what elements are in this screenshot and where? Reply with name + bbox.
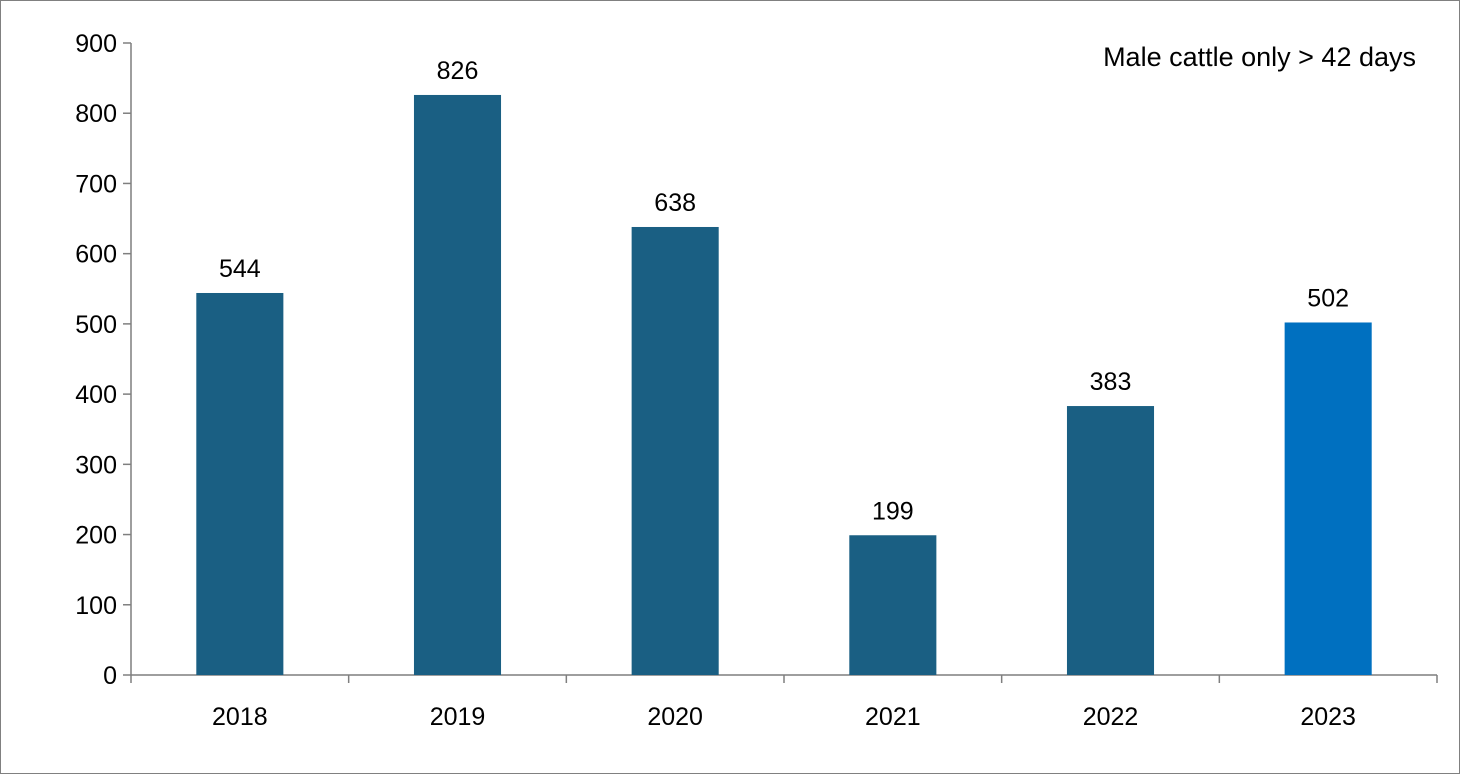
y-tick-label: 100 <box>75 592 117 620</box>
data-label-2019: 826 <box>437 57 479 85</box>
y-axis: 0 100 200 300 400 500 600 700 800 900 <box>75 30 132 690</box>
y-tick-label: 700 <box>75 170 117 198</box>
bar-2019 <box>413 94 502 675</box>
y-tick-label: 800 <box>75 100 117 128</box>
data-label-2021: 199 <box>872 497 914 525</box>
chart-annotation: Male cattle only > 42 days <box>1103 42 1416 72</box>
y-tick-label: 300 <box>75 451 117 479</box>
x-tick-label: 2023 <box>1300 703 1356 731</box>
data-labels: 544 826 638 199 383 502 <box>219 57 1349 525</box>
y-tick-label: 400 <box>75 381 117 409</box>
y-tick-label: 600 <box>75 241 117 269</box>
y-tick-label: 200 <box>75 522 117 550</box>
bar-2022 <box>1066 406 1155 675</box>
x-tick-label: 2022 <box>1083 703 1139 731</box>
x-tick-label: 2020 <box>647 703 703 731</box>
bar-2018 <box>196 292 284 675</box>
x-axis: 2018 2019 2020 2021 2022 2023 <box>130 674 1438 731</box>
x-tick-label: 2018 <box>212 703 268 731</box>
data-label-2020: 638 <box>654 189 696 217</box>
bars <box>196 94 1372 675</box>
bar-2023 <box>1284 322 1372 675</box>
y-tick-label: 900 <box>75 30 117 58</box>
data-label-2022: 383 <box>1090 368 1132 396</box>
x-tick-label: 2021 <box>865 703 921 731</box>
bar-2020 <box>631 226 719 675</box>
y-tick-label: 500 <box>75 311 117 339</box>
data-label-2023: 502 <box>1307 284 1349 312</box>
bar-2021 <box>849 535 937 675</box>
data-label-2018: 544 <box>219 255 261 283</box>
x-tick-label: 2019 <box>430 703 486 731</box>
y-tick-label: 0 <box>103 662 117 690</box>
